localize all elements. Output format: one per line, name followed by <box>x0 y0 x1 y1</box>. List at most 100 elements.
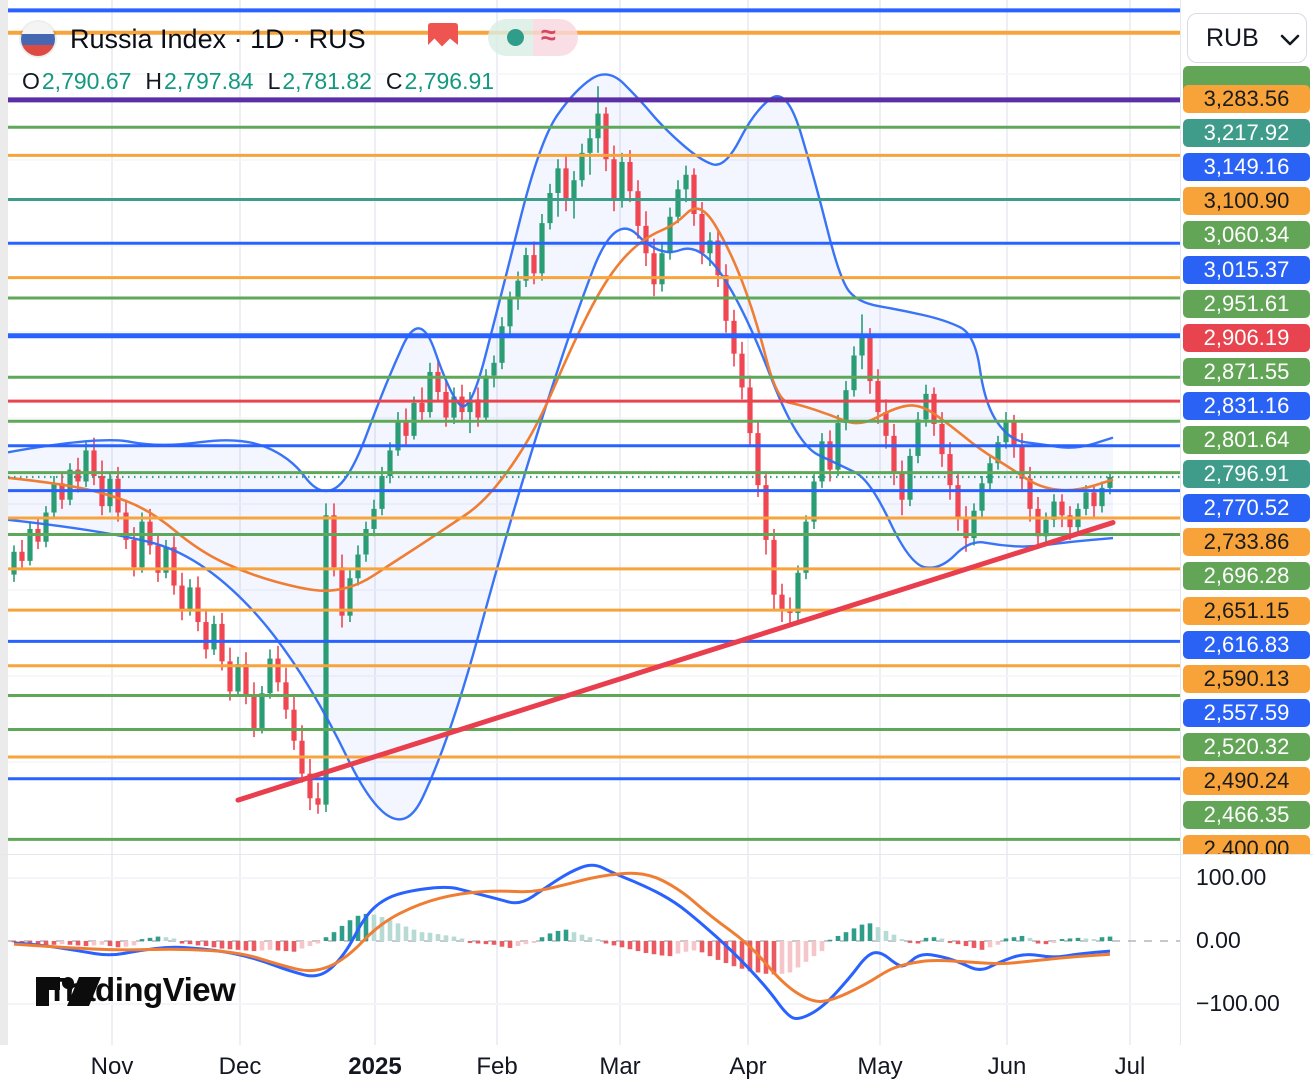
candle <box>507 298 513 327</box>
main-price-chart[interactable] <box>0 0 1180 854</box>
price-scale-label: 3,060.34 <box>1183 221 1310 250</box>
candle <box>331 515 337 568</box>
candle <box>627 161 633 192</box>
candle <box>659 253 665 285</box>
candle <box>107 478 113 507</box>
candle <box>819 441 825 482</box>
price-scale-separator <box>1180 0 1181 1084</box>
ohlc-value: 2,781.82 <box>282 68 372 94</box>
candle <box>459 396 465 413</box>
time-axis-label: Jul <box>1114 1053 1146 1080</box>
candle <box>539 223 545 274</box>
currency-selector[interactable]: RUB <box>1187 13 1307 63</box>
candle <box>611 159 617 201</box>
time-axis-label: Apr <box>729 1053 767 1080</box>
candle <box>763 485 769 540</box>
ohlc-value: 2,796.91 <box>404 68 495 94</box>
russia-flag-icon <box>21 22 55 56</box>
candle <box>115 478 121 513</box>
indicator-scale[interactable]: 100.00 0.00 −100.00 <box>1180 855 1313 1045</box>
candle <box>923 393 929 420</box>
price-scale-label: 3,015.37 <box>1183 255 1310 284</box>
candle <box>187 587 193 612</box>
candle <box>19 551 25 561</box>
macd-histogram <box>11 913 1113 975</box>
candle <box>211 623 217 650</box>
candle <box>515 280 521 299</box>
candle <box>1107 476 1113 488</box>
candle <box>171 547 177 586</box>
bollinger-lower <box>7 227 1114 821</box>
time-axis-label: Dec <box>218 1053 262 1080</box>
time-axis[interactable]: Nov Dec 2025 Feb Mar Apr May Jun Jul <box>0 1045 1313 1084</box>
price-scale-label: 2,796.91 <box>1183 460 1310 489</box>
candle <box>955 485 961 518</box>
bollinger-basis <box>7 207 1114 593</box>
candle <box>827 441 833 470</box>
candle <box>43 512 49 542</box>
candle <box>179 585 185 612</box>
candle <box>163 547 169 573</box>
bollinger-fill <box>8 74 1113 820</box>
candle <box>747 387 753 434</box>
price-scale-label: 2,770.52 <box>1183 494 1310 523</box>
candle <box>963 517 969 539</box>
tradingview-logo[interactable]: TradingView <box>35 971 236 1009</box>
candle <box>571 180 577 201</box>
red-flag-icon[interactable] <box>427 23 459 51</box>
candle <box>291 709 297 741</box>
trend-line[interactable] <box>235 520 1116 803</box>
left-edge-strip <box>0 0 8 1045</box>
candle <box>1059 501 1065 516</box>
ohlc-value: 2,797.84 <box>164 68 254 94</box>
price-scale-label: 2,696.28 <box>1183 562 1310 591</box>
candle <box>259 693 265 728</box>
price-scale-label: 2,831.16 <box>1183 391 1310 420</box>
price-scale[interactable]: 3,283.56 3,217.92 3,149.16 3,100.90 3,060.34… <box>1180 0 1313 855</box>
candle <box>155 545 161 573</box>
candle <box>27 528 33 561</box>
candle <box>91 450 97 477</box>
candle <box>195 587 201 623</box>
candle <box>779 594 785 610</box>
candle <box>51 483 57 513</box>
candle <box>491 362 497 376</box>
pane-separator[interactable] <box>0 854 1313 855</box>
candle <box>947 454 953 486</box>
candle <box>883 412 889 436</box>
candle <box>419 402 425 413</box>
price-scale-label: 2,651.15 <box>1183 596 1310 625</box>
price-scale-label: 2,520.32 <box>1183 732 1310 761</box>
ohlc-readout: O2,790.67 H2,797.84 L2,781.82 C2,796.91 <box>22 68 494 95</box>
candle <box>379 476 385 509</box>
candle <box>939 423 945 455</box>
candle <box>411 402 417 436</box>
candle <box>715 240 721 276</box>
candle <box>931 393 937 424</box>
indicator-scale-label: 100.00 <box>1196 864 1267 890</box>
candle <box>603 113 609 160</box>
time-axis-label: May <box>857 1053 903 1080</box>
candle <box>1083 492 1089 509</box>
green-dot-icon <box>507 29 524 46</box>
candle <box>435 371 441 393</box>
price-scale-label: 3,283.56 <box>1183 85 1310 113</box>
candle <box>395 421 401 451</box>
price-scale-label: 3,217.92 <box>1183 119 1310 148</box>
candle <box>547 193 553 224</box>
candle <box>795 572 801 613</box>
candle <box>427 371 433 413</box>
macd-indicator-pane[interactable] <box>0 855 1180 1045</box>
candle <box>139 521 145 568</box>
candle <box>443 392 449 418</box>
candle <box>579 152 585 181</box>
candle <box>499 326 505 363</box>
time-axis-label: Mar <box>599 1053 641 1080</box>
candle <box>843 390 849 424</box>
symbol-title[interactable]: Russia Index · 1D · RUS <box>70 24 366 54</box>
candle <box>451 396 457 418</box>
candle <box>859 335 865 356</box>
approx-icon: ≈ <box>541 20 556 50</box>
indicator-toggle-pill[interactable]: ≈ <box>488 19 578 56</box>
